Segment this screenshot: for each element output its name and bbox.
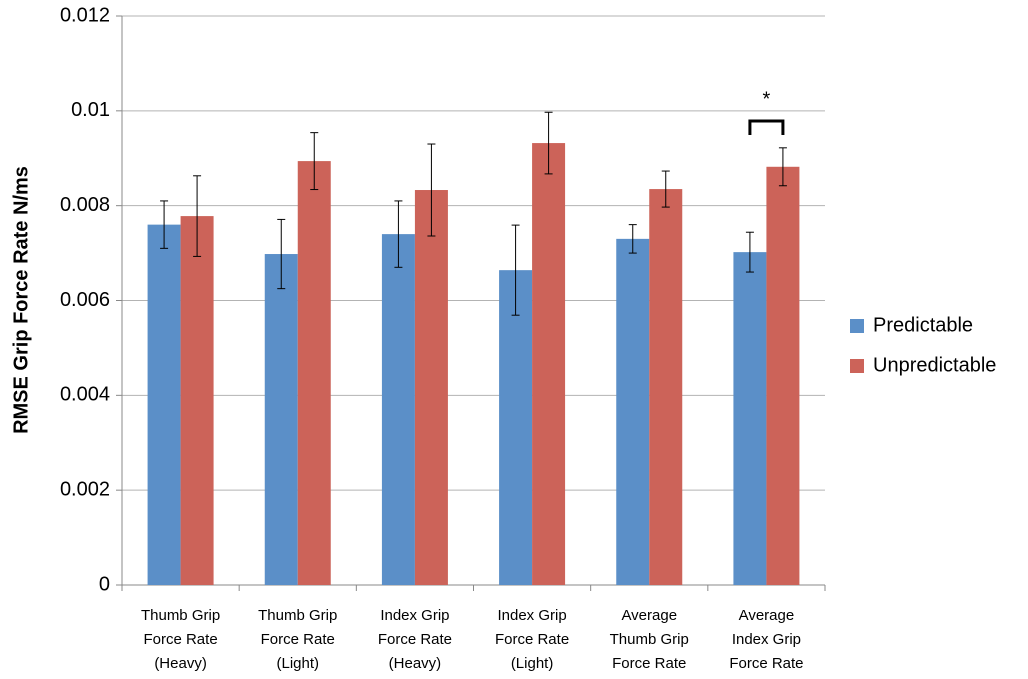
legend-label: Unpredictable xyxy=(873,354,996,376)
bar xyxy=(532,143,566,585)
legend-swatch xyxy=(850,359,864,373)
y-tick-label: 0.006 xyxy=(60,289,110,311)
legend-swatch xyxy=(850,319,864,333)
error-bar xyxy=(427,143,436,237)
bar xyxy=(733,252,767,585)
error-bar xyxy=(628,224,637,254)
significance-bracket xyxy=(748,119,785,135)
x-tick-label: Thumb Grip Force Rate (Heavy) xyxy=(141,607,220,672)
bar xyxy=(499,270,533,585)
error-bar xyxy=(394,200,403,268)
y-tick-label: 0.008 xyxy=(60,194,110,216)
bar xyxy=(264,254,298,585)
x-tick-label: Thumb Grip Force Rate (Light) xyxy=(258,607,337,672)
error-bar xyxy=(778,147,787,187)
bar xyxy=(180,216,214,585)
bar xyxy=(381,234,415,585)
y-tick-label: 0.01 xyxy=(71,99,110,121)
error-bar xyxy=(277,218,286,290)
y-tick-label: 0.004 xyxy=(60,384,110,406)
x-tick-label: Index Grip Force Rate (Heavy) xyxy=(378,607,452,672)
bar xyxy=(766,166,800,585)
bar xyxy=(297,161,331,585)
bar xyxy=(649,189,683,585)
annotation: * xyxy=(763,88,771,110)
error-bar xyxy=(745,231,754,273)
y-tick-label: 0.012 xyxy=(60,4,110,26)
bar xyxy=(147,224,181,585)
error-bar xyxy=(160,200,169,249)
bar xyxy=(414,190,448,585)
error-bar xyxy=(511,224,520,316)
bar xyxy=(616,238,650,585)
y-tick-label: 0.002 xyxy=(60,478,110,500)
x-tick-label: Average Index Grip Force Rate xyxy=(729,607,803,672)
error-bar xyxy=(310,132,319,191)
x-tick-label: Average Thumb Grip Force Rate xyxy=(610,607,689,672)
error-bar xyxy=(544,111,553,175)
y-tick-label: 0 xyxy=(99,573,110,595)
x-tick-label: Index Grip Force Rate (Light) xyxy=(495,607,569,672)
error-bar xyxy=(193,175,202,257)
legend-label: Predictable xyxy=(873,314,973,336)
y-axis-label: RMSE Grip Force Rate N/ms xyxy=(10,166,32,434)
error-bar xyxy=(661,170,670,208)
